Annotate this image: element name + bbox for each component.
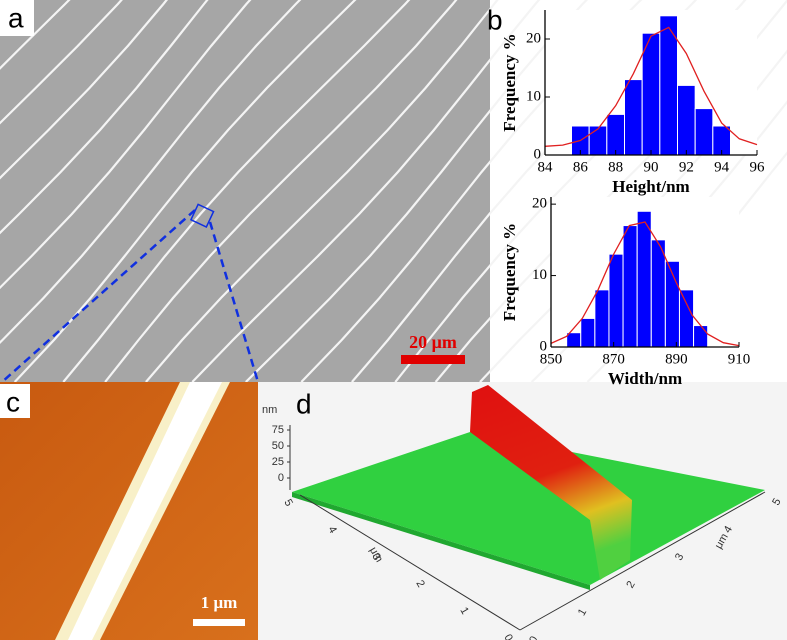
bar — [622, 225, 638, 348]
bar — [608, 253, 624, 348]
y-tick-label: 10 — [532, 267, 547, 283]
y-tick-label: 20 — [532, 196, 547, 212]
y-tick-label: 0 — [501, 632, 514, 640]
fit-curve — [550, 221, 740, 347]
y-axis-label: Frequency % — [500, 223, 519, 321]
x-tick-label: 86 — [573, 159, 589, 175]
bar — [606, 113, 625, 156]
y-tick-label: 4 — [325, 524, 338, 535]
z-tick-label: 0 — [278, 472, 284, 484]
scale-bar — [401, 355, 465, 364]
panel-label: d — [296, 388, 312, 419]
x-tick-label: 870 — [602, 351, 625, 367]
zoom-line — [1, 209, 196, 383]
panel-label: b — [487, 4, 503, 35]
fiber — [68, 382, 222, 640]
y-tick-label: 0 — [534, 146, 542, 162]
surface-edge — [292, 492, 590, 590]
bar — [694, 108, 714, 156]
bar — [594, 289, 610, 348]
y-tick-label: 1 — [457, 605, 470, 616]
fiber — [0, 0, 209, 235]
scale-bar — [193, 619, 245, 626]
y-tick-label: 10 — [526, 88, 541, 104]
y-tick-label: 0 — [540, 338, 548, 354]
y-axis-label: Frequency % — [500, 33, 519, 131]
x-tick-label: 0 — [527, 634, 540, 640]
zoom-line — [208, 221, 260, 383]
x-tick-label: 1 — [576, 607, 589, 618]
fiber — [104, 0, 458, 383]
bar — [588, 125, 608, 156]
fiber — [191, 0, 541, 383]
bar — [650, 239, 666, 348]
x-axis-label: Height/nm — [612, 177, 689, 196]
x-tick-label: 90 — [644, 159, 659, 175]
fiber — [0, 0, 71, 70]
x-tick-label: 94 — [714, 159, 730, 175]
fit-curve — [544, 26, 758, 147]
bar — [636, 210, 652, 348]
y-tick-label: 20 — [526, 30, 541, 46]
fiber — [13, 0, 357, 383]
x-axis — [519, 491, 766, 631]
z-tick-label: 75 — [272, 424, 284, 436]
x-tick-label: 850 — [540, 351, 563, 367]
x-tick-label: 4 — [722, 524, 735, 535]
z-unit: nm — [262, 404, 277, 416]
y-tick-label: 3 — [369, 551, 382, 562]
ridge — [470, 385, 632, 580]
scale-bar-label: 20 μm — [409, 332, 457, 352]
fiber — [0, 0, 302, 345]
z-tick-label: 50 — [272, 440, 284, 452]
fiber — [0, 0, 252, 290]
scale-bar-label: 1 μm — [201, 593, 238, 612]
fiber — [434, 0, 787, 383]
x-tick-label: 96 — [750, 159, 766, 175]
x-tick-label: 3 — [673, 552, 686, 563]
panel-label: c — [6, 386, 20, 417]
panel-label-bg — [0, 0, 34, 36]
y-tick-label: 2 — [413, 578, 426, 589]
x-tick-label: 2 — [624, 579, 637, 590]
x-tick-label: 910 — [728, 351, 751, 367]
y-tick-label: 5 — [281, 497, 294, 508]
sem-image — [0, 0, 490, 382]
x-tick-label: 92 — [679, 159, 694, 175]
fiber — [145, 0, 499, 383]
bar — [580, 317, 596, 348]
x-tick-label: 890 — [665, 351, 688, 367]
y-axis — [299, 494, 521, 631]
fiber — [479, 49, 787, 383]
panel-label-bg — [0, 384, 30, 418]
bar — [641, 32, 661, 156]
z-tick-label: 25 — [272, 456, 284, 468]
fiber — [62, 0, 411, 383]
x-axis-label: Width/nm — [608, 369, 682, 388]
fiber — [0, 0, 169, 180]
fiber — [0, 0, 123, 125]
panel-label: a — [8, 2, 24, 33]
bar — [624, 79, 643, 156]
x-tick-label: 88 — [608, 159, 623, 175]
bar — [693, 325, 709, 348]
surface — [292, 432, 765, 585]
bar — [677, 84, 696, 156]
x-tick-label: 84 — [538, 159, 554, 175]
bar — [678, 289, 695, 348]
x-tick-label: 5 — [770, 496, 783, 507]
